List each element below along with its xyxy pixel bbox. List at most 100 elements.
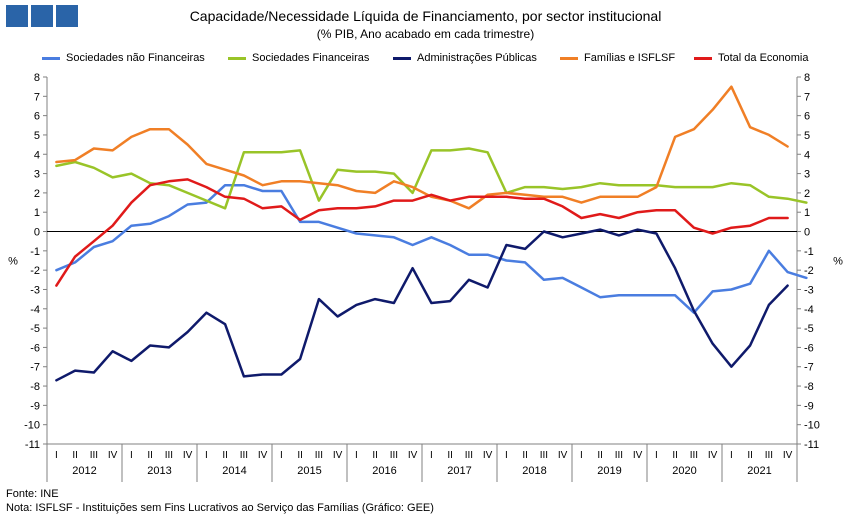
x-tick-label-quarter: IV <box>258 450 268 461</box>
y-tick-label-right: -10 <box>804 420 820 432</box>
x-tick-label-quarter: IV <box>783 450 793 461</box>
x-tick-label-quarter: III <box>315 450 323 461</box>
x-tick-label-quarter: III <box>540 450 548 461</box>
x-tick-label-quarter: II <box>447 450 453 461</box>
x-tick-label-quarter: I <box>280 450 283 461</box>
y-axis-unit-left: % <box>8 256 18 268</box>
chart-legend: Sociedades não Financeiras Sociedades Fi… <box>0 50 851 66</box>
legend-item-sf: Sociedades Financeiras <box>228 50 369 66</box>
x-tick-label-quarter: I <box>505 450 508 461</box>
x-tick-label-quarter: IV <box>333 450 343 461</box>
x-tick-label-quarter: II <box>72 450 78 461</box>
legend-item-snf: Sociedades não Financeiras <box>42 50 205 66</box>
logo-block-1 <box>6 5 28 27</box>
x-tick-label-quarter: IV <box>483 450 493 461</box>
footer-credit: (Gráfico: GEE) <box>361 502 434 514</box>
x-tick-label-quarter: IV <box>108 450 118 461</box>
x-tick-label-quarter: I <box>430 450 433 461</box>
x-tick-label-quarter: IV <box>183 450 193 461</box>
legend-label-snf: Sociedades não Financeiras <box>66 52 205 64</box>
y-tick-label-right: 7 <box>804 91 810 103</box>
y-tick-label-right: -2 <box>804 265 814 277</box>
x-tick-label-year: 2012 <box>72 465 96 477</box>
x-tick-label-year: 2019 <box>597 465 621 477</box>
y-tick-label-right: 4 <box>804 149 810 161</box>
y-tick-label-left: -8 <box>30 381 40 393</box>
y-tick-label-left: -11 <box>25 439 40 451</box>
x-tick-label-year: 2017 <box>447 465 471 477</box>
legend-item-fam: Famílias e ISFLSF <box>560 50 675 66</box>
y-tick-label-right: -1 <box>804 246 814 258</box>
y-tick-label-right: 0 <box>804 227 810 239</box>
y-tick-label-right: -8 <box>804 381 814 393</box>
y-axis-unit-right: % <box>833 256 843 268</box>
y-tick-label-right: -4 <box>804 304 814 316</box>
y-tick-label-right: 6 <box>804 111 810 123</box>
x-tick-label-quarter: I <box>205 450 208 461</box>
x-tick-label-quarter: III <box>390 450 398 461</box>
y-tick-label-right: 8 <box>804 72 810 84</box>
x-tick-label-year: 2015 <box>297 465 321 477</box>
legend-item-total: Total da Economia <box>694 50 809 66</box>
x-tick-label-quarter: II <box>297 450 303 461</box>
x-tick-label-quarter: I <box>730 450 733 461</box>
y-tick-label-right: -5 <box>804 323 814 335</box>
legend-label-sf: Sociedades Financeiras <box>252 52 370 64</box>
y-tick-label-left: -5 <box>30 323 40 335</box>
x-tick-label-quarter: IV <box>708 450 718 461</box>
legend-label-total: Total da Economia <box>718 52 809 64</box>
series-line-snf <box>55 183 808 314</box>
legend-swatch-total <box>694 56 712 60</box>
y-tick-label-left: -1 <box>30 246 40 258</box>
y-tick-label-right: -7 <box>804 362 814 374</box>
y-tick-label-left: 2 <box>34 188 40 200</box>
y-tick-label-left: -6 <box>30 342 40 354</box>
y-tick-label-left: -4 <box>30 304 40 316</box>
footer-source: Fonte: INE <box>6 488 59 500</box>
chart-title: Capacidade/Necessidade Líquida de Financ… <box>189 8 662 24</box>
x-tick-label-quarter: III <box>165 450 173 461</box>
x-tick-label-quarter: III <box>615 450 623 461</box>
x-tick-label-quarter: IV <box>558 450 568 461</box>
legend-swatch-fam <box>560 56 578 60</box>
footer-note: Nota: ISFLSF - Instituições sem Fins Luc… <box>6 502 359 514</box>
chart-subtitle: (% PIB, Ano acabado em cada trimestre) <box>316 27 535 41</box>
x-tick-label-quarter: II <box>222 450 228 461</box>
y-tick-label-left: -7 <box>30 362 40 374</box>
y-tick-label-left: -9 <box>30 400 40 412</box>
y-tick-label-right: -3 <box>804 284 814 296</box>
legend-item-ap: Administrações Públicas <box>393 50 537 66</box>
y-tick-label-right: -11 <box>804 439 819 451</box>
x-tick-label-quarter: III <box>240 450 248 461</box>
y-tick-label-right: 2 <box>804 188 810 200</box>
x-tick-label-quarter: II <box>372 450 378 461</box>
x-tick-label-quarter: II <box>147 450 153 461</box>
x-tick-label-year: 2021 <box>747 465 771 477</box>
legend-label-fam: Famílias e ISFLSF <box>584 52 676 64</box>
x-tick-label-quarter: I <box>655 450 658 461</box>
y-tick-label-left: -10 <box>24 420 40 432</box>
y-tick-label-left: 4 <box>34 149 40 161</box>
y-tick-label-right: 5 <box>804 130 810 142</box>
footer-note-line: Nota: ISFLSF - Instituições sem Fins Luc… <box>6 502 434 514</box>
x-tick-label-quarter: III <box>690 450 698 461</box>
legend-swatch-ap <box>393 56 411 60</box>
x-tick-label-quarter: III <box>765 450 773 461</box>
y-tick-label-right: -6 <box>804 342 814 354</box>
x-tick-label-year: 2018 <box>522 465 546 477</box>
y-tick-label-left: 0 <box>34 227 40 239</box>
logo-block-2 <box>31 5 53 27</box>
series-line-fam <box>55 85 789 210</box>
series-line-total <box>55 178 789 287</box>
series-line-ap <box>55 228 789 382</box>
x-tick-label-quarter: I <box>580 450 583 461</box>
x-tick-label-year: 2014 <box>222 465 246 477</box>
y-tick-label-left: 6 <box>34 111 40 123</box>
y-tick-label-right: 1 <box>804 207 810 219</box>
x-tick-label-quarter: II <box>522 450 528 461</box>
y-tick-label-left: 1 <box>34 207 40 219</box>
x-tick-label-quarter: IV <box>408 450 418 461</box>
y-tick-label-right: 3 <box>804 169 810 181</box>
x-tick-label-quarter: II <box>747 450 753 461</box>
